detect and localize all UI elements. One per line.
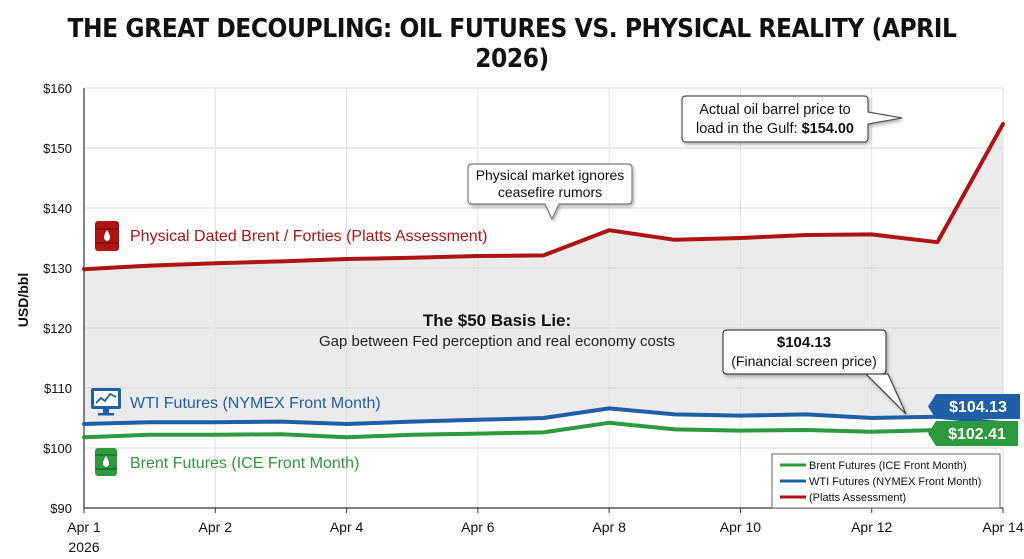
screen-callout-sub: (Financial screen price) [731, 353, 877, 369]
x-tick-label: Apr 14 [982, 519, 1023, 535]
series-lines [82, 122, 1005, 440]
oil-barrel-icon [95, 448, 117, 476]
legend-text-brent: Brent Futures (ICE Front Month) [809, 460, 967, 472]
series-line-brent [82, 420, 1005, 440]
x-tick-label: Apr 8 [592, 519, 626, 535]
y-tick-label: $140 [43, 201, 72, 216]
legend-item-physical: (Platts Assessment) [780, 492, 906, 504]
y-tick-label: $150 [43, 141, 72, 156]
physical-series-name: Physical Dated Brent / Forties (Platts A… [130, 228, 487, 245]
series-line-wti [82, 406, 1005, 426]
chart-title: THE GREAT DECOUPLING: OIL FUTURES VS. PH… [67, 14, 957, 74]
physical-price-callout: Actual oil barrel price to load in the G… [681, 95, 903, 143]
series-line-physical [82, 122, 1005, 272]
ceasefire-callout: Physical market ignores ceasefire rumors [467, 163, 633, 221]
legend: Brent Futures (ICE Front Month) WTI Futu… [771, 453, 1001, 509]
x-tick-label: Apr 2 [199, 519, 233, 535]
x-tick-label: Apr 1 [67, 519, 101, 535]
physical-series-label: Physical Dated Brent / Forties (Platts A… [95, 221, 487, 251]
y-tick-label: $90 [50, 501, 72, 516]
x-tick-label: Apr 6 [461, 519, 495, 535]
x-tick-label: Apr 4 [330, 519, 364, 535]
x-tick-label: Apr 10 [720, 519, 761, 535]
screen-callout-value: $104.13 [777, 334, 831, 351]
wti-series-name: WTI Futures (NYMEX Front Month) [130, 395, 381, 412]
wti-series-label: WTI Futures (NYMEX Front Month) [91, 388, 381, 416]
legend-item-wti: WTI Futures (NYMEX Front Month) [780, 476, 981, 488]
physical-callout-prefix: load in the Gulf: [696, 121, 802, 137]
x-tick-year-label: 2026 [68, 539, 99, 555]
y-tick-label: $120 [43, 321, 72, 336]
y-tick-label: $130 [43, 261, 72, 276]
ceasefire-callout-line2: ceasefire rumors [498, 184, 602, 200]
wti-end-value: $104.13 [949, 399, 1007, 416]
monitor-icon [91, 388, 121, 416]
legend-item-brent: Brent Futures (ICE Front Month) [780, 460, 967, 472]
y-tick-label: $160 [43, 81, 72, 96]
physical-callout-line2: load in the Gulf: $154.00 [696, 121, 854, 137]
screen-price-callout: $104.13 (Financial screen price) [722, 329, 907, 415]
brent-end-value: $102.41 [948, 426, 1006, 443]
physical-callout-line1: Actual oil barrel price to [699, 102, 851, 118]
x-tick-label: Apr 12 [851, 519, 892, 535]
y-tick-label: $110 [44, 381, 72, 396]
legend-text-physical: (Platts Assessment) [809, 492, 906, 504]
ceasefire-callout-line1: Physical market ignores [476, 167, 625, 183]
legend-text-wti: WTI Futures (NYMEX Front Month) [809, 476, 981, 488]
brent-end-label: $102.41 [928, 421, 1018, 446]
basis-title: The $50 Basis Lie: [423, 311, 571, 330]
brent-series-label: Brent Futures (ICE Front Month) [95, 448, 359, 476]
y-tick-label: $100 [43, 441, 72, 456]
oil-barrel-icon [95, 221, 119, 251]
basis-subtitle: Gap between Fed perception and real econ… [319, 333, 675, 350]
y-axis-label: USD/bbl [15, 273, 31, 327]
brent-series-name: Brent Futures (ICE Front Month) [130, 455, 359, 472]
physical-callout-value: $154.00 [802, 121, 854, 137]
wti-end-label: $104.13 [928, 394, 1020, 419]
